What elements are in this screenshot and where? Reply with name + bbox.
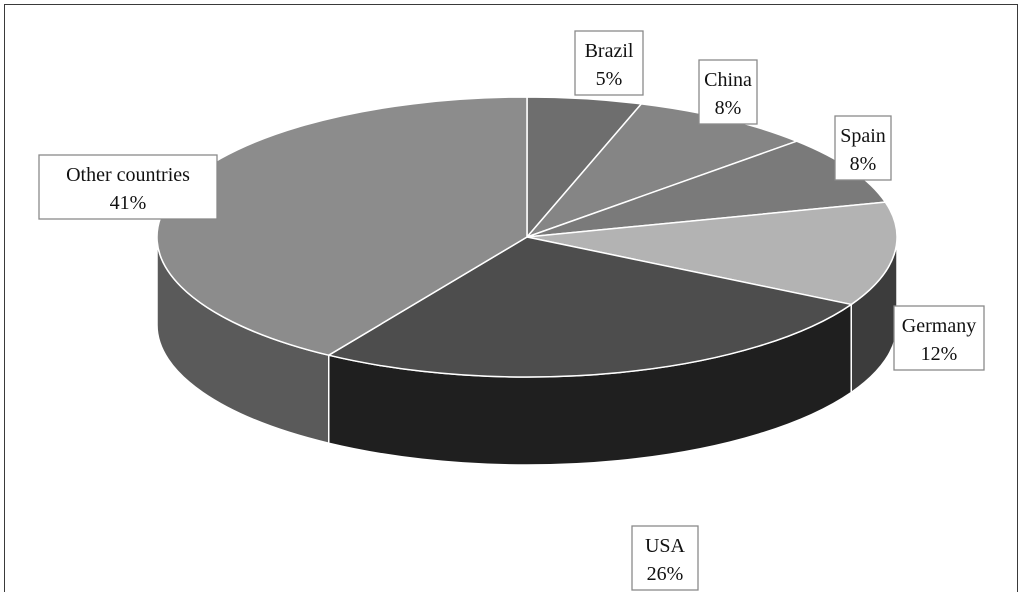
label-box	[574, 30, 644, 96]
slice-labels: Brazil 5% China 8% Spain 8% Germany 12% USA 26% Ot…	[38, 30, 985, 591]
slice-category-label: China	[704, 69, 752, 91]
slice-category-label: Germany	[902, 315, 976, 337]
label-box	[834, 115, 892, 181]
label-box	[698, 59, 758, 125]
slice-label-brazil: Brazil 5%	[574, 30, 644, 96]
slice-category-label: Brazil	[585, 40, 634, 62]
slice-percent-label: 8%	[715, 97, 742, 119]
pie-slice-usa	[327, 236, 852, 378]
slice-category-label: Spain	[840, 125, 886, 147]
label-box	[631, 525, 699, 591]
slice-label-germany: Germany 12%	[893, 305, 985, 371]
slice-percent-label: 5%	[596, 68, 623, 90]
slice-percent-label: 41%	[110, 192, 147, 214]
label-box	[893, 305, 985, 371]
label-box	[38, 154, 218, 220]
slice-category-label: Other countries	[66, 164, 190, 186]
slice-percent-label: 8%	[850, 153, 877, 175]
slice-category-label: USA	[645, 535, 686, 557]
chart-frame: Brazil 5% China 8% Spain 8% Germany 12% USA 26% Ot…	[4, 4, 1018, 592]
slice-label-usa: USA 26%	[631, 525, 699, 591]
slice-label-spain: Spain 8%	[834, 115, 892, 181]
slice-label-other-countries: Other countries 41%	[38, 154, 218, 220]
slice-percent-label: 12%	[921, 343, 958, 365]
pie-chart: Brazil 5% China 8% Spain 8% Germany 12% USA 26% Ot…	[38, 30, 985, 591]
pie-slices	[156, 96, 898, 378]
pie-slice-germany	[526, 201, 898, 306]
slice-label-china: China 8%	[698, 59, 758, 125]
slice-percent-label: 26%	[647, 563, 684, 585]
